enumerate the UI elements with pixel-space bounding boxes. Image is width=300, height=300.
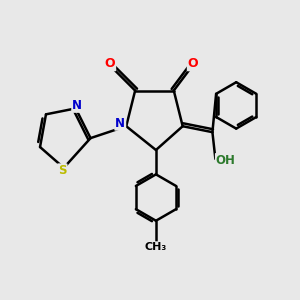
- Text: O: O: [188, 57, 198, 70]
- Text: N: N: [115, 117, 125, 130]
- Text: CH₃: CH₃: [145, 242, 167, 252]
- Text: OH: OH: [216, 154, 236, 167]
- Text: N: N: [72, 99, 82, 112]
- Text: O: O: [105, 57, 115, 70]
- Text: S: S: [58, 164, 67, 177]
